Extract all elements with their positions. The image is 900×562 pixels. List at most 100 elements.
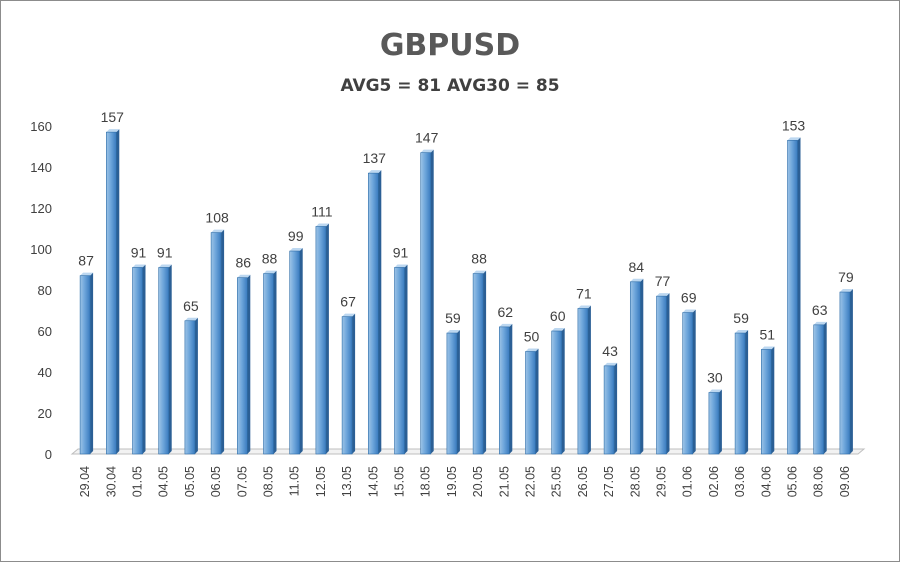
x-tick-label: 11.05 <box>288 466 302 496</box>
y-tick-label: 80 <box>38 283 52 298</box>
bar-top <box>106 129 120 133</box>
y-tick-label: 120 <box>30 201 52 216</box>
x-tick-label: 06.05 <box>209 466 223 497</box>
x-tick-label: 08.06 <box>812 466 826 497</box>
bar-top <box>263 270 277 274</box>
bar-top <box>708 389 722 393</box>
bar-side <box>849 289 853 454</box>
bar <box>708 392 720 455</box>
bar-side <box>614 362 618 454</box>
x-tick-label: 07.05 <box>235 466 249 497</box>
data-label: 137 <box>363 150 387 166</box>
bar-top <box>813 321 827 325</box>
x-tick-label: 05.06 <box>786 466 800 497</box>
bar-side <box>666 293 670 454</box>
x-tick-label: 30.04 <box>104 466 118 497</box>
bar-top <box>184 317 198 321</box>
data-label: 88 <box>471 251 487 267</box>
data-label: 108 <box>205 210 229 226</box>
data-label: 91 <box>157 244 173 260</box>
data-label: 88 <box>262 251 278 267</box>
x-tick-label: 15.05 <box>393 466 407 497</box>
bar <box>603 365 615 455</box>
bar-top <box>158 264 172 268</box>
bar <box>420 152 432 455</box>
bar <box>367 172 379 455</box>
bar-side <box>404 264 408 454</box>
data-label: 147 <box>415 130 439 146</box>
x-tick-label: 21.05 <box>497 466 511 497</box>
x-tick-label: 03.06 <box>733 466 747 497</box>
data-label: 111 <box>311 203 332 219</box>
data-label: 84 <box>629 259 645 275</box>
bar <box>289 250 301 455</box>
bar <box>682 312 694 455</box>
data-label: 60 <box>550 308 566 324</box>
x-tick-label: 14.05 <box>366 466 380 497</box>
y-tick-label: 100 <box>30 242 52 257</box>
bar <box>79 275 91 455</box>
bar-side <box>561 328 565 454</box>
bar <box>629 281 641 455</box>
bar <box>525 351 536 455</box>
bar-side <box>430 149 434 454</box>
bar <box>446 332 458 455</box>
bar-top <box>315 223 329 227</box>
bar-top <box>577 305 591 309</box>
x-tick-label: 02.06 <box>707 466 721 497</box>
x-tick-label: 13.05 <box>340 466 354 497</box>
bar <box>839 291 851 455</box>
bar-side <box>718 389 722 454</box>
y-tick-label: 140 <box>30 160 52 175</box>
bar <box>577 308 589 455</box>
x-tick-label: 25.05 <box>550 466 564 497</box>
bar-side <box>352 313 356 454</box>
x-tick-label: 04.05 <box>157 466 171 497</box>
bar-side <box>325 223 329 454</box>
bar-top <box>839 289 853 293</box>
data-label: 157 <box>101 109 125 125</box>
bar-side <box>194 317 198 454</box>
bar-top <box>630 278 644 282</box>
y-tick-label: 160 <box>30 119 52 134</box>
bar-top <box>761 346 775 350</box>
bar-top <box>499 323 513 327</box>
data-label: 79 <box>838 269 854 285</box>
x-tick-label: 01.06 <box>681 466 695 497</box>
data-label: 77 <box>655 273 671 289</box>
bar-top <box>368 170 382 174</box>
x-tick-label: 22.05 <box>524 466 538 497</box>
data-label: 99 <box>288 228 304 244</box>
x-tick-label: 12.05 <box>314 466 328 497</box>
bar-side <box>823 321 827 454</box>
bar-side <box>797 137 801 454</box>
bar <box>158 267 169 455</box>
x-tick-label: 01.05 <box>131 466 145 497</box>
bar <box>106 131 117 455</box>
data-label: 50 <box>524 329 540 345</box>
bar <box>210 232 222 455</box>
bar-top <box>473 270 487 274</box>
data-label: 51 <box>760 326 776 342</box>
bar <box>787 140 798 455</box>
bar <box>132 267 143 455</box>
bar <box>498 326 510 455</box>
data-label: 69 <box>681 290 697 306</box>
bar-top <box>446 330 460 334</box>
data-label: 30 <box>707 370 723 386</box>
y-tick-label: 20 <box>38 406 52 421</box>
bar <box>341 316 353 455</box>
y-tick-label: 40 <box>38 365 52 380</box>
bar-top <box>80 272 94 276</box>
x-tick-label: 26.05 <box>576 466 590 497</box>
bar <box>760 349 772 455</box>
data-label: 87 <box>78 253 94 269</box>
bar-side <box>221 229 225 454</box>
bar-top <box>211 229 225 233</box>
bar-side <box>745 330 749 454</box>
bar <box>813 324 825 455</box>
x-tick-label: 05.05 <box>183 466 197 497</box>
bar-side <box>116 129 120 454</box>
bar-top <box>525 348 539 352</box>
